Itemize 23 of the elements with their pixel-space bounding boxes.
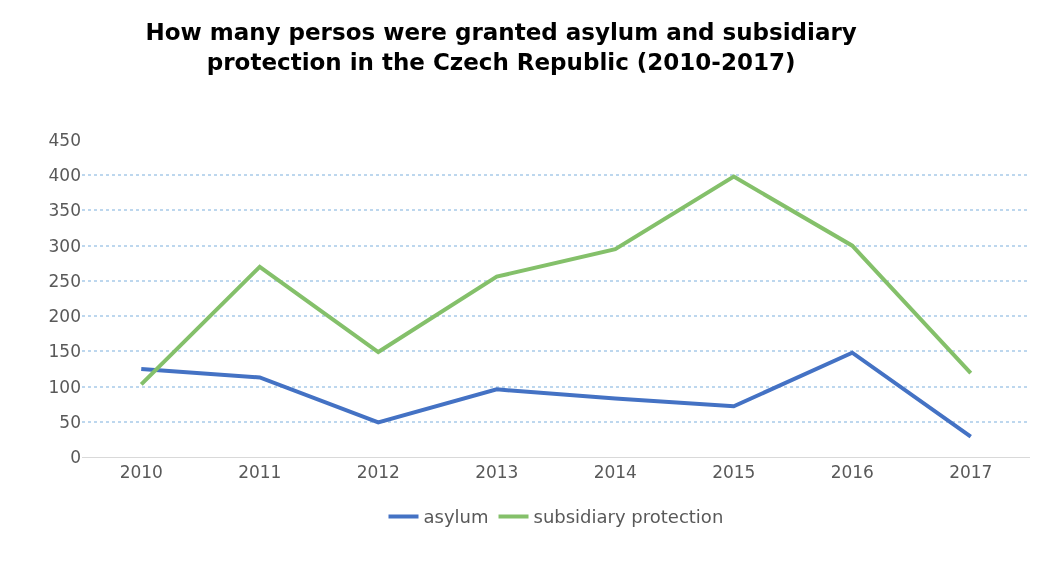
y-tick-label: 150 <box>48 341 81 362</box>
x-tick-label: 2010 <box>119 462 163 483</box>
x-tick-label: 2014 <box>593 462 637 483</box>
line-series <box>139 174 973 387</box>
x-tick-label: 2011 <box>238 462 282 483</box>
legend-label: asylum <box>423 506 489 528</box>
legend-label: subsidiary protection <box>533 506 724 528</box>
x-tick-label: 2012 <box>356 462 400 483</box>
x-tick-label: 2013 <box>475 462 519 483</box>
y-tick-label: 400 <box>48 165 81 186</box>
y-tick-label: 200 <box>48 306 81 327</box>
x-tick-label: 2015 <box>712 462 756 483</box>
y-tick-label: 350 <box>48 200 81 221</box>
y-tick-label: 300 <box>48 235 81 256</box>
y-tick-label: 50 <box>59 411 81 432</box>
line-series <box>139 350 973 439</box>
y-tick-label: 250 <box>48 270 81 291</box>
chart-title: How many persos were granted asylum and subsidiary protection in the Czech Republic (2010-2017) <box>145 19 857 75</box>
y-tick-label: 0 <box>70 446 81 467</box>
x-tick-label: 2016 <box>830 462 874 483</box>
y-tick-label: 100 <box>48 376 81 397</box>
y-tick-label: 450 <box>48 129 81 150</box>
x-tick-label: 2017 <box>949 462 993 483</box>
